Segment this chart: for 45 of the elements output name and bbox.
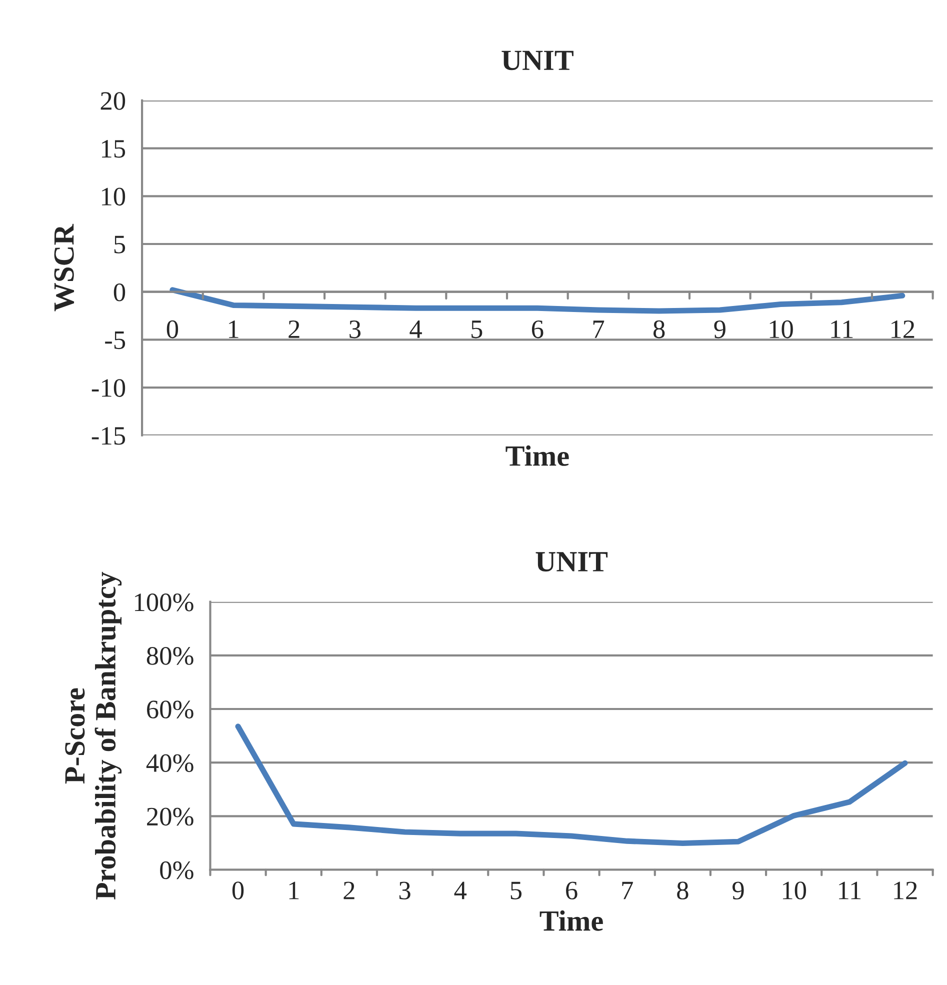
x-tick-label: 2 [288, 320, 300, 338]
x-axis-title: Time [506, 445, 569, 466]
y-tick-label: -5 [105, 332, 126, 350]
y-axis-title: WSCR [54, 224, 74, 312]
x-axis-title: Time [540, 910, 603, 931]
x-tick-label: 6 [566, 882, 578, 900]
x-tick-label: 8 [677, 882, 688, 900]
x-tick-label: 0 [232, 882, 244, 900]
x-tick-label: 2 [344, 882, 354, 900]
y-tick-label: 20% [147, 808, 194, 826]
y-tick-label: 20 [100, 92, 126, 110]
x-tick-label: 3 [399, 882, 410, 900]
x-tick-label: 5 [472, 320, 482, 338]
x-tick-label: 4 [454, 882, 467, 900]
x-tick-label: 9 [714, 320, 726, 338]
x-tick-label: 6 [532, 320, 544, 338]
y-tick-label: -10 [92, 379, 126, 397]
chart-title: UNIT [502, 50, 574, 70]
x-tick-label: 1 [289, 882, 299, 900]
chart-title: UNIT [536, 552, 608, 572]
x-tick-label: 12 [894, 882, 917, 900]
x-tick-label: 11 [831, 320, 853, 338]
y-tick-label: 0% [160, 861, 194, 880]
y-tick-label: 100% [135, 593, 194, 612]
x-tick-label: 3 [350, 320, 361, 338]
x-tick-label: 4 [410, 320, 422, 338]
x-tick-label: 10 [782, 882, 806, 900]
x-tick-label: 7 [622, 882, 633, 900]
y-tick-label: 80% [146, 647, 194, 665]
y-tick-label: 40% [146, 754, 194, 772]
x-tick-label: 5 [510, 882, 522, 900]
x-tick-label: 7 [593, 320, 604, 338]
x-tick-label: 12 [892, 320, 914, 338]
x-tick-label: 8 [653, 320, 665, 338]
y-tick-label: 60% [147, 700, 194, 719]
y-tick-label: 10 [102, 188, 126, 206]
y-tick-label: -15 [92, 427, 126, 445]
y-tick-label: 15 [102, 140, 126, 158]
y-axis-title: P-Score Probability of Bankruptcy [65, 572, 122, 900]
x-tick-label: 9 [732, 882, 744, 900]
x-tick-label: 10 [770, 320, 793, 338]
y-tick-label: 5 [114, 236, 126, 254]
y-tick-label: 0 [114, 283, 126, 302]
x-tick-label: 1 [229, 320, 238, 338]
x-tick-label: 11 [839, 882, 861, 900]
